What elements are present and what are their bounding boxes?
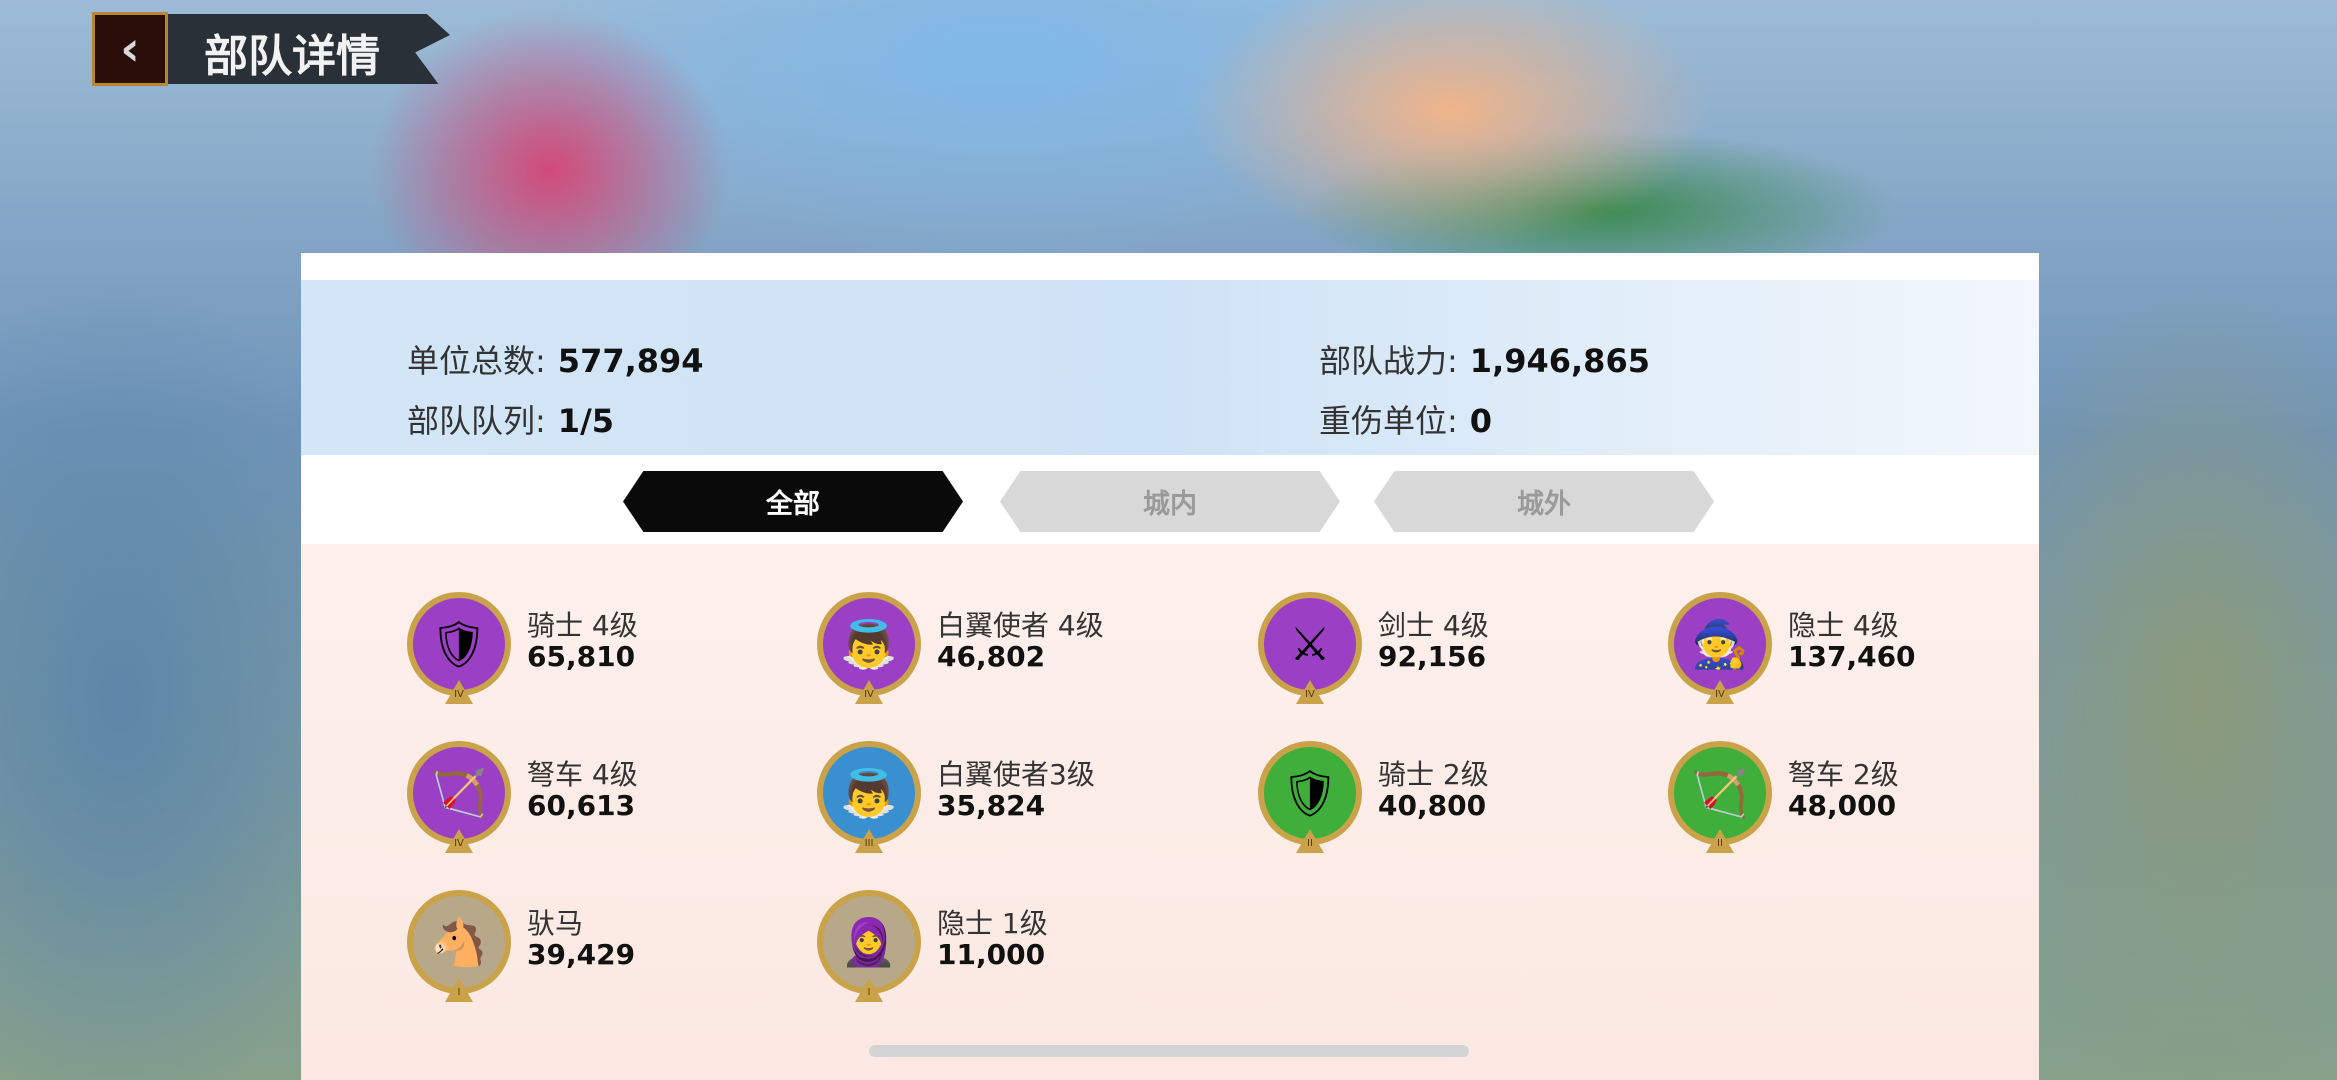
stats-bar: 单位总数: 577,894 部队队列: 1/5 部队战力: 1,946,865 重伤单…: [301, 280, 2039, 455]
title-banner: [160, 14, 450, 84]
unit-item[interactable]: 🛡 IV 骑士 4级 65,810: [407, 592, 807, 704]
power-stat: 部队战力: 1,946,865: [1319, 336, 1650, 382]
unit-count: 46,802: [937, 640, 1046, 673]
total-units-stat: 单位总数: 577,894: [407, 336, 704, 382]
unit-count: 39,429: [527, 938, 636, 971]
tab-in-city[interactable]: 城内: [1000, 471, 1340, 532]
unit-name: 白翼使者3级: [937, 758, 1095, 791]
unit-name: 隐士 1级: [937, 907, 1048, 940]
queue-value: 1/5: [557, 402, 615, 440]
unit-count: 40,800: [1378, 789, 1487, 822]
queue-stat: 部队队列: 1/5: [407, 396, 614, 442]
unit-item[interactable]: 🏹 IV 弩车 4级 60,613: [407, 741, 807, 853]
queue-label: 部队队列:: [407, 402, 546, 440]
unit-count: 11,000: [937, 938, 1046, 971]
unit-item[interactable]: 🧙 IV 隐士 4级 137,460: [1668, 592, 2068, 704]
unit-item[interactable]: 🐴 I 驮马 39,429: [407, 890, 807, 1002]
unit-item[interactable]: 🧕 I 隐士 1级 11,000: [817, 890, 1217, 1002]
unit-count: 92,156: [1378, 640, 1487, 673]
unit-count: 60,613: [527, 789, 636, 822]
unit-count: 35,824: [937, 789, 1046, 822]
unit-count: 137,460: [1788, 640, 1916, 673]
total-units-value: 577,894: [557, 342, 704, 380]
wounded-label: 重伤单位:: [1319, 402, 1458, 440]
power-label: 部队战力:: [1319, 342, 1458, 380]
unit-count: 65,810: [527, 640, 636, 673]
wounded-value: 0: [1469, 402, 1493, 440]
unit-name: 剑士 4级: [1378, 609, 1489, 642]
unit-name: 隐士 4级: [1788, 609, 1899, 642]
unit-item[interactable]: 🛡 II 骑士 2级 40,800: [1258, 741, 1658, 853]
unit-portrait-icon: 🛡: [1258, 741, 1362, 845]
unit-name: 白翼使者 4级: [937, 609, 1104, 642]
unit-portrait-icon: 🛡: [407, 592, 511, 696]
troop-details-panel: 单位总数: 577,894 部队队列: 1/5 部队战力: 1,946,865 重伤单…: [301, 253, 2039, 1080]
unit-item[interactable]: 🏹 II 弩车 2级 48,000: [1668, 741, 2068, 853]
unit-name: 驮马: [527, 907, 584, 940]
unit-name: 骑士 2级: [1378, 758, 1489, 791]
unit-item[interactable]: ⚔ IV 剑士 4级 92,156: [1258, 592, 1658, 704]
tab-outside-city[interactable]: 城外: [1374, 471, 1714, 532]
tab-all[interactable]: 全部: [623, 471, 963, 532]
unit-item[interactable]: 👼 III 白翼使者3级 35,824: [817, 741, 1217, 853]
chevron-left-icon: ‹: [120, 21, 140, 77]
back-button[interactable]: ‹: [92, 12, 168, 86]
unit-name: 弩车 4级: [527, 758, 638, 791]
scrollbar[interactable]: [869, 1045, 1469, 1057]
total-units-label: 单位总数:: [407, 342, 546, 380]
unit-portrait-icon: ⚔: [1258, 592, 1362, 696]
unit-name: 骑士 4级: [527, 609, 638, 642]
wounded-stat: 重伤单位: 0: [1319, 396, 1492, 442]
unit-portrait-icon: 🏹: [1668, 741, 1772, 845]
unit-item[interactable]: 👼 IV 白翼使者 4级 46,802: [817, 592, 1217, 704]
unit-list: 🛡 IV 骑士 4级 65,810 👼 IV 白翼使者 4级 46,802 ⚔ IV…: [301, 544, 2039, 1080]
unit-name: 弩车 2级: [1788, 758, 1899, 791]
power-value: 1,946,865: [1469, 342, 1650, 380]
page-title: 部队详情: [204, 31, 380, 82]
unit-count: 48,000: [1788, 789, 1897, 822]
